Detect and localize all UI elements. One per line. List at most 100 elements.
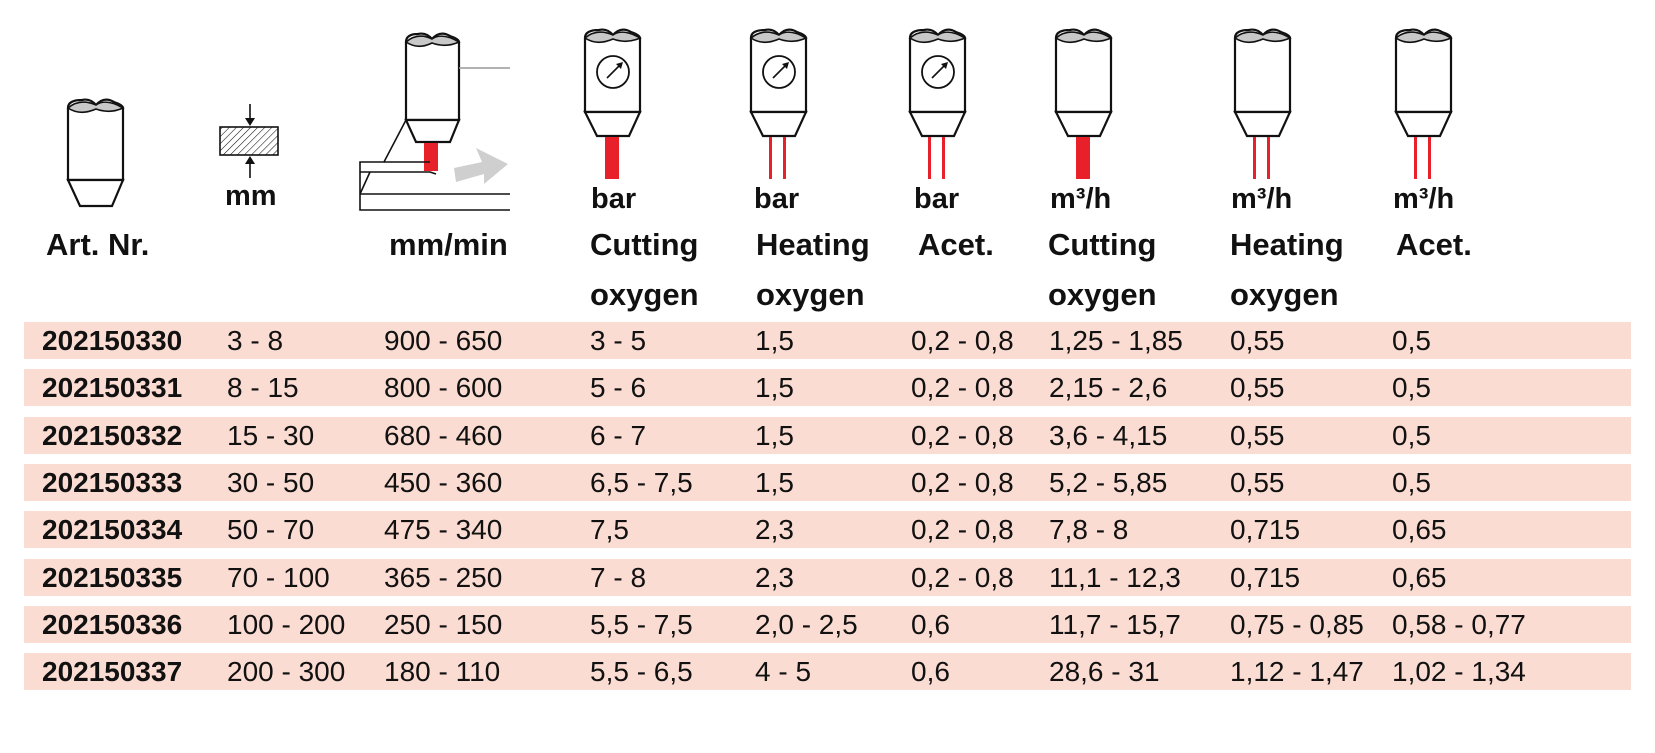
article-number: 202150333: [42, 466, 183, 498]
article-number: 202150330: [42, 325, 183, 356]
table-cell: 0,2 - 0,8: [911, 419, 1014, 451]
flow-torch-icon: [1233, 28, 1292, 179]
article-number: 202150331: [42, 372, 183, 404]
header-heating-oxygen-bar: Heating oxygen: [756, 227, 870, 312]
table-cell: 0,75 - 0,85: [1230, 608, 1364, 640]
table-cell: 0,65: [1392, 514, 1447, 546]
table-row: 202150336 100 - 200 250 - 150 5,5 - 7,5 2,0 …: [24, 605, 1631, 643]
unit-bar-acet: bar: [914, 183, 960, 215]
plate-thickness-icon: [219, 104, 279, 178]
unit-flow-heating: m³/h: [1231, 183, 1293, 215]
table-cell: 1,5: [755, 419, 794, 451]
article-number: 202150334: [42, 514, 183, 546]
table-cell: 1,5: [755, 325, 794, 356]
table-cell: 0,55: [1230, 325, 1285, 356]
table-cell: 5,5 - 6,5: [590, 656, 693, 688]
table-cell: 7,8 - 8: [1049, 514, 1129, 546]
table-cell: 70 - 100: [227, 561, 330, 593]
table-cell: 7,5: [590, 514, 629, 546]
table-cell: 5 - 6: [590, 372, 647, 404]
table-cell: 4 - 5: [755, 656, 812, 688]
table-cell: 250 - 150: [384, 608, 503, 640]
unit-bar-heating: bar: [754, 183, 800, 215]
header-heating-oxygen-flow: Heating oxygen: [1230, 227, 1344, 312]
table-row: 202150335 70 - 100 365 - 250 7 - 8 2,3 0,2 - …: [24, 558, 1631, 596]
table-cell: 2,3: [755, 514, 794, 546]
header-cutting-oxygen-bar: Cutting oxygen: [590, 227, 699, 312]
pressure-gauge-torch-icon: [749, 28, 808, 179]
table-cell: 30 - 50: [227, 466, 315, 498]
table-cell: 0,715: [1230, 561, 1301, 593]
pressure-gauge-torch-icon: [908, 28, 967, 179]
unit-flow-acet: m³/h: [1393, 183, 1455, 215]
table-cell: 0,5: [1392, 466, 1431, 498]
table-cell: 200 - 300: [227, 656, 346, 688]
table-cell: 365 - 250: [384, 561, 503, 593]
table-cell: 6 - 7: [590, 419, 647, 451]
table-cell: 0,5: [1392, 419, 1431, 451]
table-cell: 2,3: [755, 561, 794, 593]
unit-mm: mm: [225, 180, 277, 212]
header-acet-flow: Acet.: [1396, 227, 1472, 262]
table-row: 202150333 30 - 50 450 - 360 6,5 - 7,5 1,5 0,2…: [24, 463, 1631, 501]
table-cell: 3 - 8: [227, 325, 284, 356]
table-row: 202150332 15 - 30 680 - 460 6 - 7 1,5 0,2 - 0…: [24, 416, 1631, 454]
unit-bar-cutting: bar: [591, 183, 637, 215]
torch-tip-icon: [66, 98, 125, 208]
table-cell: 0,58 - 0,77: [1392, 608, 1526, 640]
table-cell: 1,12 - 1,47: [1230, 656, 1364, 688]
table-cell: 1,02 - 1,34: [1392, 656, 1526, 688]
table-cell: 8 - 15: [227, 372, 299, 404]
header-speed: mm/min: [389, 227, 508, 262]
table-cell: 2,15 - 2,6: [1049, 372, 1168, 404]
table-cell: 0,65: [1392, 561, 1447, 593]
table-cell: 0,55: [1230, 466, 1285, 498]
table-cell: 6,5 - 7,5: [590, 466, 693, 498]
table-row: 202150337 200 - 300 180 - 110 5,5 - 6,5 4 - …: [24, 653, 1631, 691]
cutting-speed-icon: [359, 32, 510, 211]
table-row: 202150334 50 - 70 475 - 340 7,5 2,3 0,2 - 0,8…: [24, 511, 1631, 549]
unit-flow-cutting: m³/h: [1050, 183, 1112, 215]
table-cell: 11,1 - 12,3: [1049, 561, 1181, 593]
table-cell: 0,5: [1392, 325, 1431, 356]
table-cell: 1,5: [755, 466, 794, 498]
table-cell: 450 - 360: [384, 466, 503, 498]
table-cell: 800 - 600: [384, 372, 503, 404]
table-cell: 5,2 - 5,85: [1049, 466, 1168, 498]
header-cutting-oxygen-flow: Cutting oxygen: [1048, 227, 1157, 312]
table-cell: 28,6 - 31: [1049, 656, 1160, 688]
table-cell: 0,2 - 0,8: [911, 466, 1014, 498]
table-cell: 5,5 - 7,5: [590, 608, 693, 640]
table-cell: 0,55: [1230, 372, 1285, 404]
table-cell: 0,6: [911, 656, 950, 688]
table-cell: 0,2 - 0,8: [911, 514, 1014, 546]
table-row: 202150331 8 - 15 800 - 600 5 - 6 1,5 0,2 - 0,…: [24, 369, 1631, 407]
table-cell: 1,25 - 1,85: [1049, 325, 1183, 356]
table-cell: 50 - 70: [227, 514, 315, 546]
article-number: 202150336: [42, 608, 183, 640]
table-cell: 0,6: [911, 608, 950, 640]
table-cell: 475 - 340: [384, 514, 503, 546]
flow-torch-icon: [1054, 28, 1113, 179]
table-cell: 1,5: [755, 372, 794, 404]
table-cell: 680 - 460: [384, 419, 503, 451]
flow-torch-icon: [1394, 28, 1453, 179]
table-cell: 15 - 30: [227, 419, 315, 451]
table-cell: 0,55: [1230, 419, 1285, 451]
table-cell: 3,6 - 4,15: [1049, 419, 1168, 451]
table-cell: 900 - 650: [384, 325, 503, 356]
table-cell: 3 - 5: [590, 325, 647, 356]
table-cell: 0,2 - 0,8: [911, 372, 1014, 404]
table-cell: 0,2 - 0,8: [911, 561, 1014, 593]
table-cell: 0,715: [1230, 514, 1301, 546]
article-number: 202150332: [42, 419, 183, 451]
table-cell: 0,2 - 0,8: [911, 325, 1014, 356]
article-number: 202150335: [42, 561, 183, 593]
table-row: 202150330 3 - 8 900 - 650 3 - 5 1,5 0,2 - 0,8…: [24, 322, 1631, 359]
header-acet-bar: Acet.: [918, 227, 994, 262]
pressure-gauge-torch-icon: [583, 28, 642, 179]
table-cell: 180 - 110: [384, 656, 501, 688]
table-cell: 7 - 8: [590, 561, 647, 593]
article-number: 202150337: [42, 656, 183, 688]
table-cell: 11,7 - 15,7: [1049, 608, 1181, 640]
